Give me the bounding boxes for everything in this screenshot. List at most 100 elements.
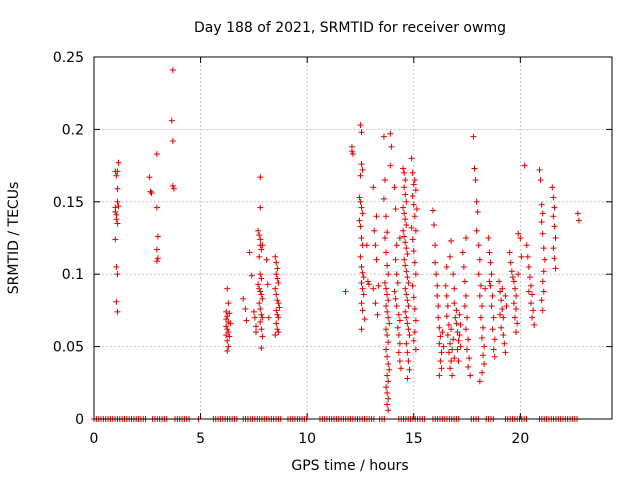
data-point	[393, 242, 400, 249]
data-point	[114, 220, 121, 227]
data-point	[113, 216, 120, 223]
data-point	[384, 262, 391, 269]
data-point	[257, 271, 264, 278]
data-point	[387, 130, 394, 137]
data-point	[248, 272, 255, 279]
data-point	[435, 303, 442, 310]
data-point	[433, 271, 440, 278]
data-point	[473, 198, 480, 205]
data-point	[250, 308, 257, 315]
data-point	[380, 195, 387, 202]
data-point	[486, 278, 493, 285]
data-point	[373, 213, 380, 220]
data-point	[529, 291, 536, 298]
data-point	[478, 334, 485, 341]
x-tick-label: 15	[405, 431, 423, 447]
data-point	[477, 314, 484, 321]
data-point	[531, 321, 538, 328]
data-point	[408, 224, 415, 231]
x-tick-label: 20	[511, 431, 529, 447]
data-point	[455, 358, 462, 365]
data-point	[481, 360, 488, 367]
data-point	[246, 249, 253, 256]
data-point	[356, 194, 363, 201]
data-point	[381, 279, 388, 286]
data-point	[224, 285, 231, 292]
data-point	[365, 281, 372, 288]
data-point	[512, 285, 519, 292]
data-point	[435, 314, 442, 321]
data-point	[446, 340, 453, 347]
data-point	[360, 274, 367, 281]
data-point	[356, 217, 363, 224]
grid	[94, 57, 612, 419]
data-point	[451, 355, 458, 362]
data-point	[464, 314, 471, 321]
data-point	[448, 326, 455, 333]
data-point	[363, 242, 370, 249]
data-point	[446, 253, 453, 260]
data-point	[404, 349, 411, 356]
data-point	[449, 372, 456, 379]
data-point	[490, 314, 497, 321]
data-point	[402, 308, 409, 315]
data-point	[436, 372, 443, 379]
data-point	[480, 352, 487, 359]
data-point	[275, 300, 282, 307]
data-point	[507, 259, 514, 266]
data-point	[357, 122, 364, 129]
data-point	[400, 204, 407, 211]
data-point	[550, 245, 557, 252]
data-point	[256, 300, 263, 307]
data-point	[481, 343, 488, 350]
data-point	[226, 333, 233, 340]
data-point	[373, 256, 380, 263]
data-point	[552, 265, 559, 272]
data-point	[274, 275, 281, 282]
data-point	[385, 378, 392, 385]
data-point	[410, 201, 417, 208]
data-point	[386, 320, 393, 327]
data-point	[403, 314, 410, 321]
data-point	[396, 317, 403, 324]
data-point	[385, 339, 392, 346]
data-point	[470, 133, 477, 140]
data-point	[115, 159, 122, 166]
data-point	[506, 249, 513, 256]
data-point	[456, 311, 463, 318]
data-point	[403, 198, 410, 205]
data-point	[487, 282, 494, 289]
data-point	[168, 117, 175, 124]
data-point	[410, 248, 417, 255]
data-point	[473, 227, 480, 234]
data-point	[437, 358, 444, 365]
data-point	[477, 282, 484, 289]
data-point	[396, 340, 403, 347]
data-point	[503, 303, 510, 310]
data-point	[438, 365, 445, 372]
data-point	[550, 213, 557, 220]
data-point	[384, 308, 391, 315]
data-point	[465, 336, 472, 343]
data-point	[438, 349, 445, 356]
data-point	[482, 285, 489, 292]
data-point	[409, 236, 416, 243]
data-point	[259, 242, 266, 249]
data-point	[370, 285, 377, 292]
data-point	[357, 253, 364, 260]
data-point	[446, 365, 453, 372]
data-point	[491, 336, 498, 343]
data-point	[523, 242, 530, 249]
data-point	[513, 292, 520, 299]
data-point	[359, 269, 366, 276]
data-point	[515, 271, 522, 278]
x-axis-tick-labels: 0 5 10 15 20	[90, 431, 530, 447]
data-point	[409, 282, 416, 289]
data-point	[253, 323, 260, 330]
data-point	[257, 318, 264, 325]
data-point	[273, 291, 280, 298]
data-point	[358, 204, 365, 211]
data-point	[402, 262, 409, 269]
data-point	[394, 324, 401, 331]
data-point	[412, 227, 419, 234]
